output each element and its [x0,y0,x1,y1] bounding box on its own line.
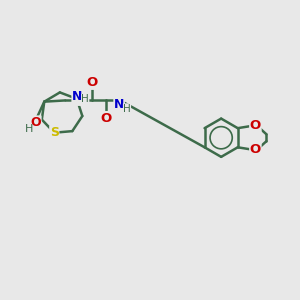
Text: O: O [100,112,111,124]
Text: O: O [250,143,261,156]
Text: N: N [72,89,82,103]
Text: S: S [72,92,81,105]
Text: H: H [25,124,33,134]
Text: H: H [123,103,131,113]
Text: O: O [250,119,261,132]
Text: N: N [114,98,124,111]
Text: S: S [50,126,59,139]
Text: O: O [30,116,41,129]
Text: H: H [81,94,89,104]
Text: O: O [86,76,98,89]
